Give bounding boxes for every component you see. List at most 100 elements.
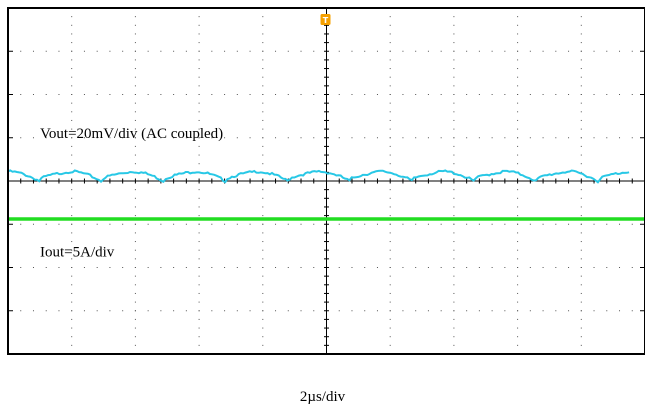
trigger-marker: T xyxy=(320,14,331,25)
grid-dot xyxy=(338,50,340,52)
grid-dot xyxy=(389,145,391,147)
grid-dot xyxy=(58,94,60,95)
grid-dot xyxy=(109,50,111,52)
grid-dot xyxy=(20,267,22,268)
grid-dot xyxy=(580,206,582,208)
grid-dot xyxy=(517,232,519,234)
grid-dot xyxy=(134,344,136,346)
grid-dot xyxy=(606,50,608,52)
grid-dot xyxy=(224,50,226,52)
grid-dot xyxy=(20,310,22,312)
grid-dot xyxy=(504,137,506,139)
grid-dot xyxy=(453,85,455,87)
grid-dot xyxy=(262,137,264,139)
grid-dot xyxy=(580,137,582,139)
grid-dot xyxy=(555,267,557,268)
grid-dot xyxy=(338,223,340,225)
grid-dot xyxy=(389,111,391,113)
grid-dot xyxy=(389,85,391,87)
grid-dot xyxy=(287,94,289,95)
grid-dot xyxy=(593,310,595,312)
grid-dot xyxy=(504,94,506,95)
grid-dot xyxy=(504,50,506,52)
grid-dot xyxy=(20,137,22,139)
grid-dot xyxy=(517,301,519,303)
grid-dot xyxy=(568,310,570,312)
grid-dot xyxy=(160,310,162,312)
grid-dot xyxy=(389,292,391,294)
grid-dot xyxy=(517,223,519,225)
grid-dot xyxy=(262,284,264,286)
grid-dot xyxy=(453,258,455,260)
grid-dot xyxy=(542,94,544,95)
grid-dot xyxy=(160,223,162,225)
grid-dot xyxy=(198,344,200,346)
grid-dot xyxy=(249,94,251,95)
grid-dot xyxy=(300,137,302,139)
grid-dot xyxy=(415,94,417,95)
grid-dot xyxy=(389,301,391,303)
grid-dot xyxy=(313,310,315,312)
grid-dot xyxy=(517,310,519,312)
grid-dot xyxy=(491,267,493,268)
grid-dot xyxy=(262,111,264,113)
grid-dot xyxy=(619,50,621,52)
grid-dot xyxy=(453,42,455,44)
grid-dot xyxy=(555,137,557,139)
grid-dot xyxy=(198,197,200,199)
grid-dot xyxy=(198,318,200,320)
grid-dot xyxy=(147,310,149,312)
grid-dot xyxy=(478,50,480,52)
grid-dot xyxy=(198,284,200,286)
grid-dot xyxy=(134,215,136,217)
grid-dot xyxy=(466,310,468,312)
grid-dot xyxy=(542,310,544,312)
grid-dot xyxy=(236,310,238,312)
grid-dot xyxy=(568,223,570,225)
grid-dot xyxy=(593,223,595,225)
grid-dot xyxy=(275,137,277,139)
grid-dot xyxy=(71,16,73,18)
grid-dot xyxy=(389,163,391,165)
grid-dot xyxy=(198,336,200,338)
grid-dot xyxy=(351,50,353,52)
grid-dot xyxy=(122,50,124,52)
grid-dot xyxy=(160,267,162,268)
grid-dot xyxy=(453,145,455,147)
grid-dot xyxy=(262,249,264,251)
grid-dot xyxy=(338,137,340,139)
grid-dot xyxy=(198,68,200,70)
grid-dot xyxy=(453,163,455,165)
grid-dot xyxy=(134,85,136,87)
grid-dot xyxy=(427,267,429,268)
grid-dot xyxy=(517,163,519,165)
grid-dot xyxy=(389,258,391,260)
grid-dot xyxy=(262,241,264,243)
grid-dot xyxy=(198,189,200,191)
grid-dot xyxy=(568,267,570,268)
grid-dot xyxy=(453,318,455,320)
grid-dot xyxy=(160,137,162,139)
grid-dot xyxy=(478,223,480,225)
grid-dot xyxy=(71,206,73,208)
grid-dot xyxy=(198,232,200,234)
grid-dot xyxy=(593,267,595,268)
grid-dot xyxy=(453,102,455,104)
grid-dot xyxy=(466,50,468,52)
grid-dot xyxy=(262,24,264,26)
grid-dot xyxy=(491,94,493,95)
grid-dot xyxy=(351,223,353,225)
grid-dot xyxy=(453,249,455,251)
grid-dot xyxy=(593,50,595,52)
grid-dot xyxy=(262,154,264,156)
grid-dot xyxy=(96,50,98,52)
grid-dot xyxy=(529,50,531,52)
grid-dot xyxy=(389,76,391,78)
grid-dot xyxy=(453,197,455,199)
grid-dot xyxy=(453,76,455,78)
grid-dot xyxy=(364,50,366,52)
grid-dot xyxy=(71,318,73,320)
grid-dot xyxy=(389,128,391,130)
grid-dot xyxy=(427,94,429,95)
grid-dot xyxy=(83,223,85,225)
